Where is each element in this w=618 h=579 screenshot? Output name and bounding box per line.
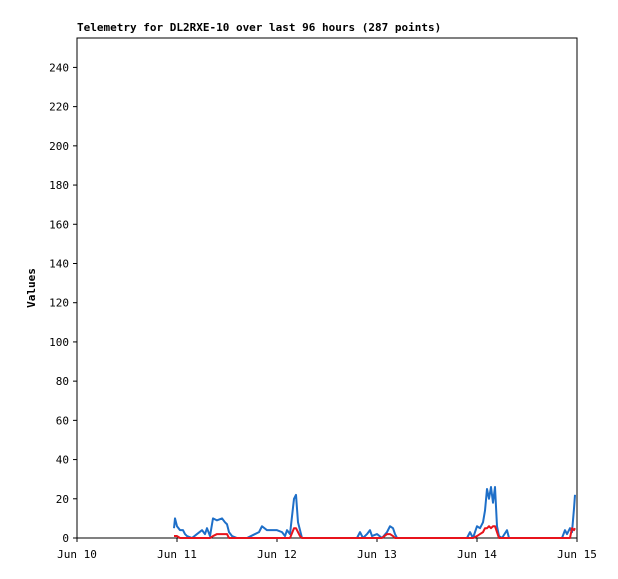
y-tick-label: 160	[49, 218, 69, 231]
y-tick-label: 200	[49, 140, 69, 153]
y-axis-label: Values	[25, 268, 38, 308]
plot-frame	[76, 37, 578, 539]
y-tick-label: 180	[49, 179, 69, 192]
x-tick-label: Jun 14	[457, 548, 497, 561]
y-tick-label: 80	[56, 375, 69, 388]
y-tick-label: 40	[56, 454, 69, 467]
y-tick-label: 220	[49, 101, 69, 114]
series-line	[173, 486, 576, 539]
y-tick-label: 140	[49, 257, 69, 270]
x-tick-label: Jun 12	[257, 548, 297, 561]
y-tick-label: 0	[62, 532, 69, 545]
x-tick-label: Jun 15	[557, 548, 597, 561]
series-line	[174, 525, 576, 539]
chart-title: Telemetry for DL2RXE-10 over last 96 hou…	[77, 21, 441, 34]
x-tick-label: Jun 13	[357, 548, 397, 561]
x-tick-label: Jun 11	[157, 548, 197, 561]
y-tick-label: 120	[49, 297, 69, 310]
y-tick-label: 60	[56, 414, 69, 427]
y-tick-label: 20	[56, 493, 69, 506]
y-tick-label: 240	[49, 61, 69, 74]
x-tick-label: Jun 10	[57, 548, 97, 561]
y-tick-label: 100	[49, 336, 69, 349]
